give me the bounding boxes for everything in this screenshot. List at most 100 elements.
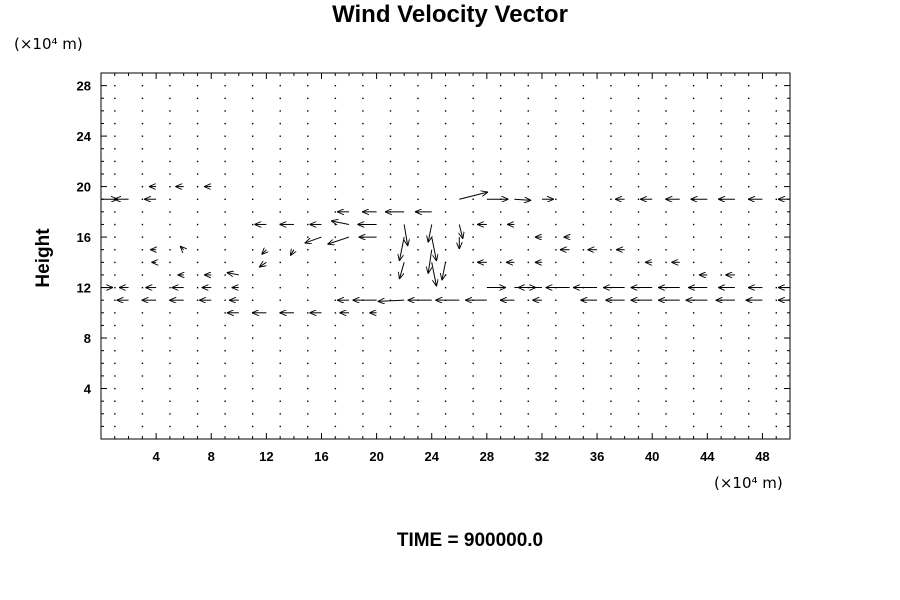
grid-point <box>665 97 667 100</box>
grid-point <box>637 110 640 112</box>
grid-point <box>196 97 199 100</box>
grid-point <box>169 160 171 163</box>
grid-point <box>307 122 309 125</box>
grid-point <box>389 274 392 276</box>
grid-point <box>196 274 199 276</box>
x-tick-label: 36 <box>590 449 604 464</box>
grid-point <box>692 425 695 428</box>
grid-point <box>555 362 557 365</box>
grid-point <box>334 122 337 125</box>
grid-point <box>417 286 419 289</box>
grid-point <box>527 160 529 163</box>
grid-point <box>610 85 612 87</box>
grid-point <box>775 400 778 402</box>
grid-point <box>224 223 226 226</box>
grid-point <box>279 299 281 301</box>
grid-point <box>362 387 364 390</box>
grid-point <box>472 97 474 100</box>
grid-point <box>251 122 254 125</box>
grid-point <box>692 85 695 87</box>
grid-point <box>720 110 722 112</box>
grid-point <box>279 274 281 276</box>
grid-point <box>224 236 226 238</box>
grid-point <box>279 387 281 390</box>
grid-point <box>527 135 529 137</box>
grid-point <box>307 185 309 188</box>
grid-point <box>555 249 557 251</box>
grid-point <box>555 400 557 402</box>
grid-point <box>114 337 116 339</box>
grid-point <box>251 85 254 87</box>
grid-point <box>692 135 695 137</box>
grid-point <box>610 312 612 314</box>
grid-point <box>500 122 502 125</box>
grid-point <box>527 425 529 428</box>
grid-point <box>555 324 557 327</box>
grid-point <box>307 425 309 428</box>
grid-point <box>389 286 392 289</box>
grid-point <box>389 337 392 339</box>
grid-point <box>389 425 392 428</box>
grid-point <box>279 249 281 251</box>
grid-point <box>334 286 337 289</box>
grid-point <box>251 274 254 276</box>
grid-point <box>637 337 640 339</box>
grid-point <box>417 274 419 276</box>
grid-point <box>720 274 722 276</box>
grid-point <box>582 350 585 352</box>
grid-point <box>472 350 474 352</box>
wind-vector <box>399 262 405 279</box>
grid-point <box>637 413 640 415</box>
grid-point <box>527 337 529 339</box>
grid-point <box>417 110 419 112</box>
grid-point <box>775 236 778 238</box>
x-tick-label: 48 <box>755 449 769 464</box>
grid-point <box>472 223 474 226</box>
grid-point <box>637 211 640 213</box>
grid-point <box>472 85 474 87</box>
grid-point <box>610 160 612 163</box>
grid-point <box>362 375 364 377</box>
grid-point <box>251 185 254 188</box>
grid-point <box>362 274 364 276</box>
grid-point <box>141 425 144 428</box>
grid-point <box>141 148 144 150</box>
grid-point <box>748 312 750 314</box>
grid-point <box>444 249 447 251</box>
grid-point <box>279 375 281 377</box>
grid-point <box>307 400 309 402</box>
grid-point <box>472 173 474 175</box>
grid-point <box>720 249 722 251</box>
grid-point <box>389 185 392 188</box>
grid-point <box>500 413 502 415</box>
grid-point <box>582 261 585 264</box>
grid-point <box>500 324 502 327</box>
grid-point <box>169 173 171 175</box>
grid-point <box>444 110 447 112</box>
grid-point <box>251 337 254 339</box>
grid-point <box>555 85 557 87</box>
grid-point <box>582 387 585 390</box>
grid-point <box>720 135 722 137</box>
grid-point <box>141 236 144 238</box>
grid-point <box>748 85 750 87</box>
grid-point <box>444 337 447 339</box>
grid-point <box>527 387 529 390</box>
grid-point <box>362 413 364 415</box>
grid-point <box>748 249 750 251</box>
wind-vector <box>431 236 437 261</box>
grid-point <box>665 160 667 163</box>
wind-vector <box>259 262 266 267</box>
grid-point <box>196 350 199 352</box>
grid-point <box>665 261 667 264</box>
grid-point <box>141 173 144 175</box>
grid-point <box>527 148 529 150</box>
grid-point <box>472 160 474 163</box>
grid-point <box>610 173 612 175</box>
grid-point <box>692 185 695 188</box>
grid-point <box>307 160 309 163</box>
grid-point <box>307 198 309 201</box>
x-tick-label: 28 <box>480 449 494 464</box>
grid-point <box>362 185 364 188</box>
x-tick-label: 16 <box>314 449 328 464</box>
